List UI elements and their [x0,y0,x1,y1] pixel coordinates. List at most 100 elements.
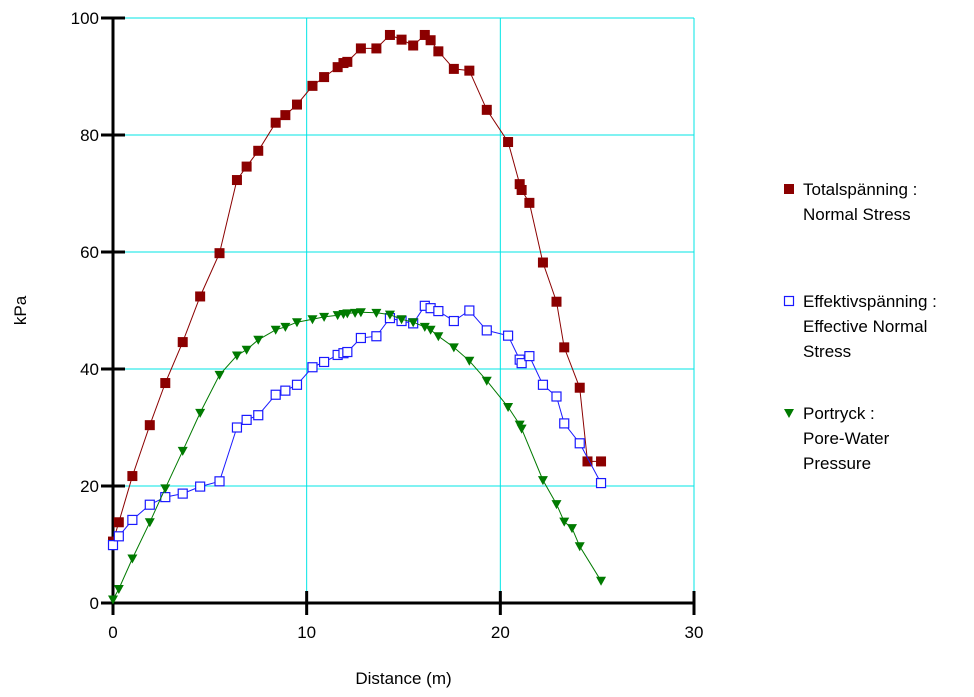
data-point-total [127,471,138,482]
data-point-pore [537,476,548,486]
data-point-effective [160,492,171,503]
data-point-pore [503,403,514,413]
data-point-pore [566,524,577,534]
legend-label-pore: Portryck : [803,404,875,423]
data-point-effective [448,315,459,327]
data-point-total [516,184,527,195]
data-point-pore [464,356,475,366]
y-tick-label: 60 [80,243,99,262]
data-point-effective [537,379,549,390]
series-total [108,29,607,547]
data-point-total [514,179,525,190]
data-point-effective [270,389,281,400]
data-point-total [384,29,395,40]
data-point-pore [291,318,302,328]
series-pore [108,308,607,605]
legend-marker-total [784,184,794,194]
data-point-pore [307,315,318,325]
data-point-pore [108,595,118,605]
data-point-effective [214,476,225,487]
data-point-total [408,40,419,51]
data-point-effective [253,410,264,421]
x-tick-label: 10 [297,623,316,642]
data-point-pore [433,332,444,342]
data-point-effective [177,488,188,499]
y-tick-label: 0 [90,594,99,613]
data-point-total [214,248,225,259]
data-point-pore [596,576,607,586]
data-point-pore [195,408,206,418]
data-point-pore [355,308,366,318]
legend: Totalspänning : Normal Stress Effektivspän… [783,180,937,473]
data-point-effective [307,362,318,373]
data-point-total [481,104,492,115]
data-point-pore [231,351,242,361]
data-point-pore [574,542,585,552]
data-point-pore [160,484,171,494]
data-point-total [371,43,382,54]
data-point-pore [396,315,407,325]
data-point-pore [516,424,527,434]
data-point-total [419,29,430,40]
data-point-pore [425,325,436,335]
data-point-total [448,63,459,74]
data-point-total [319,72,330,83]
legend-label-pore: Pressure [803,454,871,473]
data-point-effective [127,514,138,526]
data-point-total [332,62,343,73]
data-point-total [596,456,607,467]
y-axis-title: kPa [11,295,30,325]
data-point-effective [195,481,206,492]
data-point-total [582,456,593,467]
data-point-total [160,378,171,389]
data-point-effective [144,499,155,510]
data-point-total [464,65,475,76]
data-point-pore [448,343,459,353]
y-tick-label: 100 [71,9,99,28]
series-effective [107,300,607,551]
data-point-total [574,382,585,393]
legend-label-effective: Stress [803,342,851,361]
grid [113,17,695,603]
x-tick-label: 30 [685,623,704,642]
data-point-effective [371,331,382,342]
data-point-effective [559,418,570,429]
x-tick-label: 20 [491,623,510,642]
data-point-pore [481,376,492,386]
data-point-total [291,99,302,110]
data-point-pore [332,311,343,321]
data-point-total [280,110,291,121]
data-point-total [537,257,548,268]
series-line-total [112,34,601,542]
data-point-pore [270,325,281,335]
y-tick-label: 80 [80,126,99,145]
data-point-pore [241,345,252,355]
data-point-total [113,517,124,528]
data-point-pore [127,554,138,564]
data-point-effective [107,539,119,551]
legend-marker-effective [783,295,795,307]
data-point-effective [524,351,535,362]
legend-marker-pore [784,409,794,418]
data-point-total [503,137,514,148]
data-point-total [195,291,206,302]
data-point-effective [502,330,514,341]
axis-ticks: 0 10 20 30 0 20 40 60 80 100 [71,9,704,642]
data-point-pore [384,310,395,320]
data-point-effective [355,332,366,344]
data-point-pore [144,518,155,528]
data-point-total [231,175,242,186]
data-point-pore [177,446,188,456]
data-point-pore [342,309,353,319]
data-point-effective [231,422,243,433]
axes [111,18,694,605]
data-point-effective [595,477,607,489]
legend-label-total: Totalspänning : [803,180,917,199]
data-point-total [177,337,188,348]
legend-label-pore: Pore-Water [803,429,890,448]
data-point-effective [113,531,124,542]
legend-item-effective: Effektivspänning : Effective Normal Stress [783,292,937,361]
data-point-effective [516,358,527,369]
data-point-pore [371,308,382,318]
